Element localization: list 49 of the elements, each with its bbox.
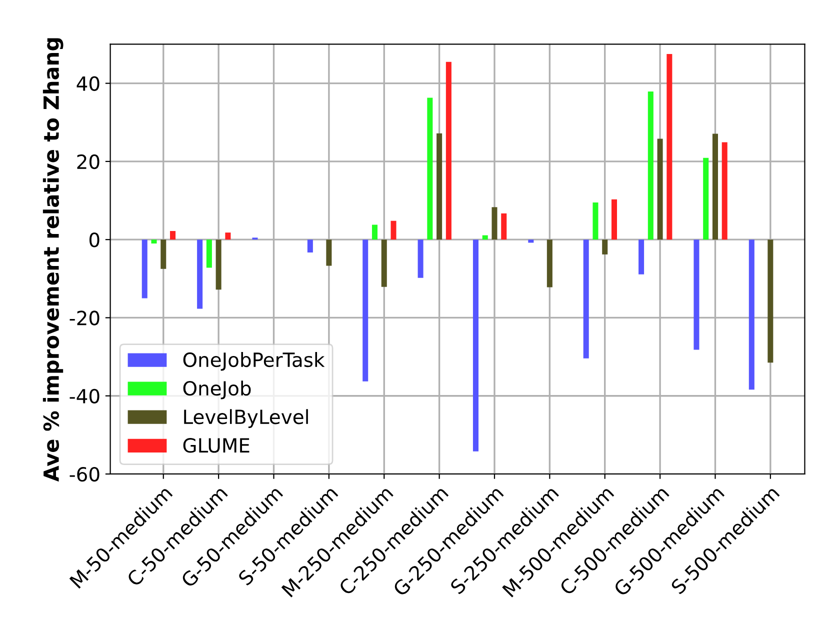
bar [381, 240, 387, 287]
bar [326, 240, 332, 266]
bar [362, 240, 368, 382]
bar [592, 202, 598, 240]
bar [501, 213, 507, 240]
y-tick-label: 40 [76, 76, 100, 91]
bar [472, 240, 478, 452]
y-tick-label: -60 [70, 466, 100, 482]
bar [546, 240, 552, 288]
legend-label: OneJobPerTask [183, 352, 325, 371]
bar [372, 224, 378, 240]
bar [446, 62, 452, 240]
bar [657, 138, 663, 240]
legend-label: GLUME [183, 438, 250, 453]
bar [170, 230, 176, 240]
bar [427, 98, 433, 240]
bar [436, 133, 442, 240]
bar [160, 240, 166, 269]
bar [748, 240, 754, 390]
bar [768, 240, 774, 363]
y-tick-label: -40 [70, 388, 100, 404]
bar [307, 240, 313, 252]
y-tick-label: -20 [70, 310, 100, 326]
bar [492, 207, 498, 240]
bar [528, 240, 534, 243]
y-tick-label: 20 [77, 154, 100, 170]
bar [648, 92, 654, 240]
legend-label: LevelByLevel [184, 409, 308, 428]
bar [390, 220, 396, 240]
bar [694, 240, 700, 350]
bar [712, 134, 718, 240]
bar [206, 240, 212, 268]
bar [142, 240, 148, 298]
bar [722, 142, 728, 240]
y-tick-label: 0 [89, 232, 100, 248]
bar [611, 199, 618, 240]
bar [482, 235, 488, 240]
bar [666, 54, 672, 240]
bar [703, 158, 709, 240]
bar [638, 240, 644, 274]
bar [602, 240, 608, 254]
bar [151, 240, 157, 244]
bar [197, 240, 203, 309]
bar [583, 240, 589, 358]
y-axis-title: Ave % improvement relative to Zhang [42, 38, 64, 482]
bar [216, 240, 222, 290]
bar [418, 240, 424, 278]
bar [225, 232, 231, 240]
legend-label: OneJob [183, 380, 251, 400]
